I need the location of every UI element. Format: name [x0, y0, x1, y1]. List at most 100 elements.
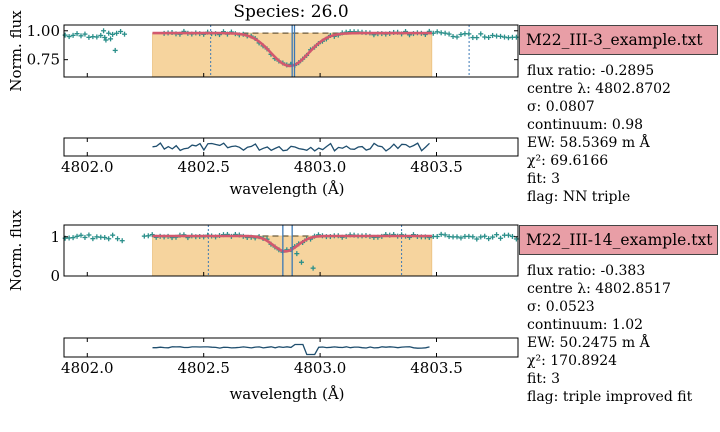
panel1-ew: EW: 58.5369 m Å	[527, 135, 650, 151]
panel1-ytick-label: 0.75	[27, 51, 60, 69]
panel2-data-point	[490, 234, 496, 240]
panel1-xtick-label: 4802.5	[177, 158, 230, 176]
panel2-data-point	[478, 234, 484, 240]
panel1-data-point	[458, 31, 464, 37]
panel1-data-point	[446, 31, 452, 37]
panel1-fit: fit: 3	[527, 171, 561, 187]
panel1-data-point	[102, 34, 108, 40]
panel2-ytick-label: 1	[50, 228, 60, 246]
panel2-data-point	[482, 233, 488, 239]
panel2-data-point	[458, 235, 464, 241]
chart-title: Species: 26.0	[233, 2, 348, 22]
panel1-data-point	[486, 34, 492, 40]
panel1-xtick-label: 4803.0	[294, 158, 347, 176]
panel1-data-point	[114, 30, 120, 36]
panel2-data-point	[119, 238, 125, 244]
panel1-data-point	[474, 35, 480, 41]
panel1-data-point	[498, 33, 504, 39]
panel2-data-point	[102, 235, 108, 241]
panel2-continuum: continuum: 1.02	[527, 317, 644, 333]
panel1-ylabel: Norm. flux	[7, 10, 25, 92]
panel2-data-point	[115, 236, 121, 242]
panel2-data-point	[442, 232, 448, 238]
panel2-data-point	[106, 236, 112, 242]
panel1-data-point	[74, 31, 80, 37]
panel1-data-point	[466, 31, 472, 37]
panel1-data-point	[122, 31, 128, 37]
panel1-data-point	[112, 47, 118, 53]
panel1-data-point	[103, 37, 109, 43]
panel1-main-axes-frame	[63, 24, 519, 78]
panel2-data-point	[294, 251, 300, 257]
panel1-fit-info: flux ratio: -0.2895 centre λ: 4802.8702 …	[527, 62, 671, 206]
panel1-data-point	[70, 32, 76, 38]
panel2-xtick-label: 4803.5	[410, 359, 463, 377]
panel1-data-point	[434, 29, 440, 35]
panel2-data-point	[486, 236, 492, 242]
panel1-xtick-label: 4802.0	[61, 158, 114, 176]
panel2-data-point	[434, 234, 440, 240]
panel2-residual-line	[152, 343, 430, 356]
panel1-data-point	[94, 34, 100, 40]
panel2-data-point	[86, 232, 92, 238]
panel2-data-point	[494, 232, 500, 238]
panel2-data-point	[498, 235, 504, 241]
panel2-chi2: χ²: 170.8924	[527, 353, 618, 369]
panel2-xtick-label: 4803.0	[294, 359, 347, 377]
panel1-continuum: continuum: 0.98	[527, 117, 644, 133]
panel1-chi2: χ²: 69.6166	[527, 153, 609, 169]
panel2-data-point	[298, 259, 304, 265]
panel2-data-point	[78, 232, 84, 238]
panel2-ytick-label: 0	[50, 267, 60, 285]
panel1-centre: centre λ: 4802.8702	[527, 81, 671, 97]
panel1-data-point	[86, 34, 92, 40]
panel2-data-point	[82, 234, 88, 240]
panel2-ew: EW: 50.2475 m Å	[527, 335, 650, 351]
panel2-file-label: M22_III-14_example.txt	[519, 225, 718, 255]
panel2-data-point	[70, 235, 76, 241]
panel2-data-point	[505, 232, 511, 238]
panel1-data-point	[106, 30, 112, 36]
panel2-centre: centre λ: 4802.8517	[527, 281, 671, 297]
panel1-ytick-label: 1.00	[27, 22, 60, 40]
panel2-data-point	[74, 233, 80, 239]
panel1-file-label: M22_III-3_example.txt	[519, 25, 718, 55]
panel2-fit: fit: 3	[527, 371, 561, 387]
panel1-residual-line	[152, 142, 430, 152]
panel2-data-point	[310, 265, 316, 271]
panel2-sigma: σ: 0.0523	[527, 299, 595, 315]
panel1-data-point	[454, 34, 460, 40]
panel2-data-point	[149, 232, 155, 238]
panel1-flag: flag: NN triple	[527, 189, 631, 205]
panel2-data-point	[110, 232, 116, 238]
panel1-data-point	[78, 33, 84, 39]
panel2-data-point	[90, 236, 96, 242]
panel2-data-point	[474, 236, 480, 242]
panel1-data-point	[98, 32, 104, 38]
panel2-flux-ratio: flux ratio: -0.383	[527, 263, 646, 279]
panel2-xlabel: wavelength (Å)	[229, 385, 344, 403]
panel1-data-point	[478, 31, 484, 37]
panel1-xtick-label: 4803.5	[410, 158, 463, 176]
panel2-residual-axes-frame	[63, 337, 519, 358]
panel1-xlabel: wavelength (Å)	[229, 180, 344, 198]
panel1-residual-axes-frame	[63, 137, 519, 157]
panel1-data-point	[66, 34, 72, 40]
panel2-xtick-label: 4802.5	[177, 359, 230, 377]
panel2-data-point	[454, 234, 460, 240]
panel1-data-point	[101, 28, 107, 34]
panel1-data-point	[82, 31, 88, 37]
panel2-data-point	[145, 233, 151, 239]
panel2-fit-info: flux ratio: -0.383 centre λ: 4802.8517 σ…	[527, 262, 692, 406]
panel1-sigma: σ: 0.0807	[527, 99, 595, 115]
panel2-ylabel: Norm. flux	[7, 209, 25, 291]
panel2-xtick-label: 4802.0	[61, 359, 114, 377]
panel1-flux-ratio: flux ratio: -0.2895	[527, 63, 655, 79]
panel1-data-point	[110, 31, 116, 37]
panel1-data-point	[108, 36, 114, 42]
panel2-data-point	[470, 234, 476, 240]
panel1-data-point	[118, 29, 124, 35]
panel2-main-axes-frame	[63, 224, 519, 277]
panel1-data-point	[442, 30, 448, 36]
